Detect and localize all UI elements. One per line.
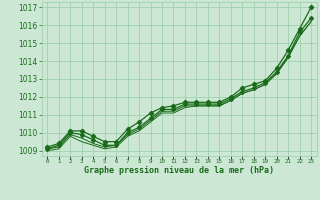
X-axis label: Graphe pression niveau de la mer (hPa): Graphe pression niveau de la mer (hPa) [84, 166, 274, 175]
